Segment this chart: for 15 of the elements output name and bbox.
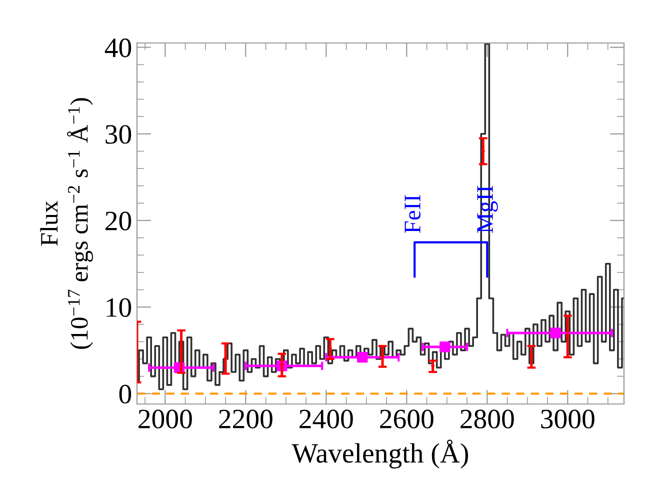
x-tick-label: 2800	[460, 410, 514, 428]
annotation: MgII	[477, 186, 498, 233]
x-tick-label: 2600	[380, 410, 434, 428]
annotation: FeII	[404, 195, 420, 233]
y-tick-label: 40	[104, 38, 132, 58]
y-tick-label: 0	[119, 384, 132, 404]
x-tick-label: 2200	[219, 410, 272, 428]
x-tick-label: 2400	[300, 410, 353, 428]
y-tick-label: 10	[106, 298, 132, 317]
x-axis-title: Wavelength (Å)	[292, 440, 468, 468]
x-tick-label: 3000	[541, 410, 594, 428]
text: Flux (10$^{−17}$ ergs cm$^{−2}$ s$^{−1}$ Å$^{−1}$)	[40, 98, 93, 349]
y-tick-label: 20	[106, 212, 132, 230]
x-tick-label: 2000	[138, 410, 192, 428]
y-tick-label: 30	[106, 125, 132, 144]
